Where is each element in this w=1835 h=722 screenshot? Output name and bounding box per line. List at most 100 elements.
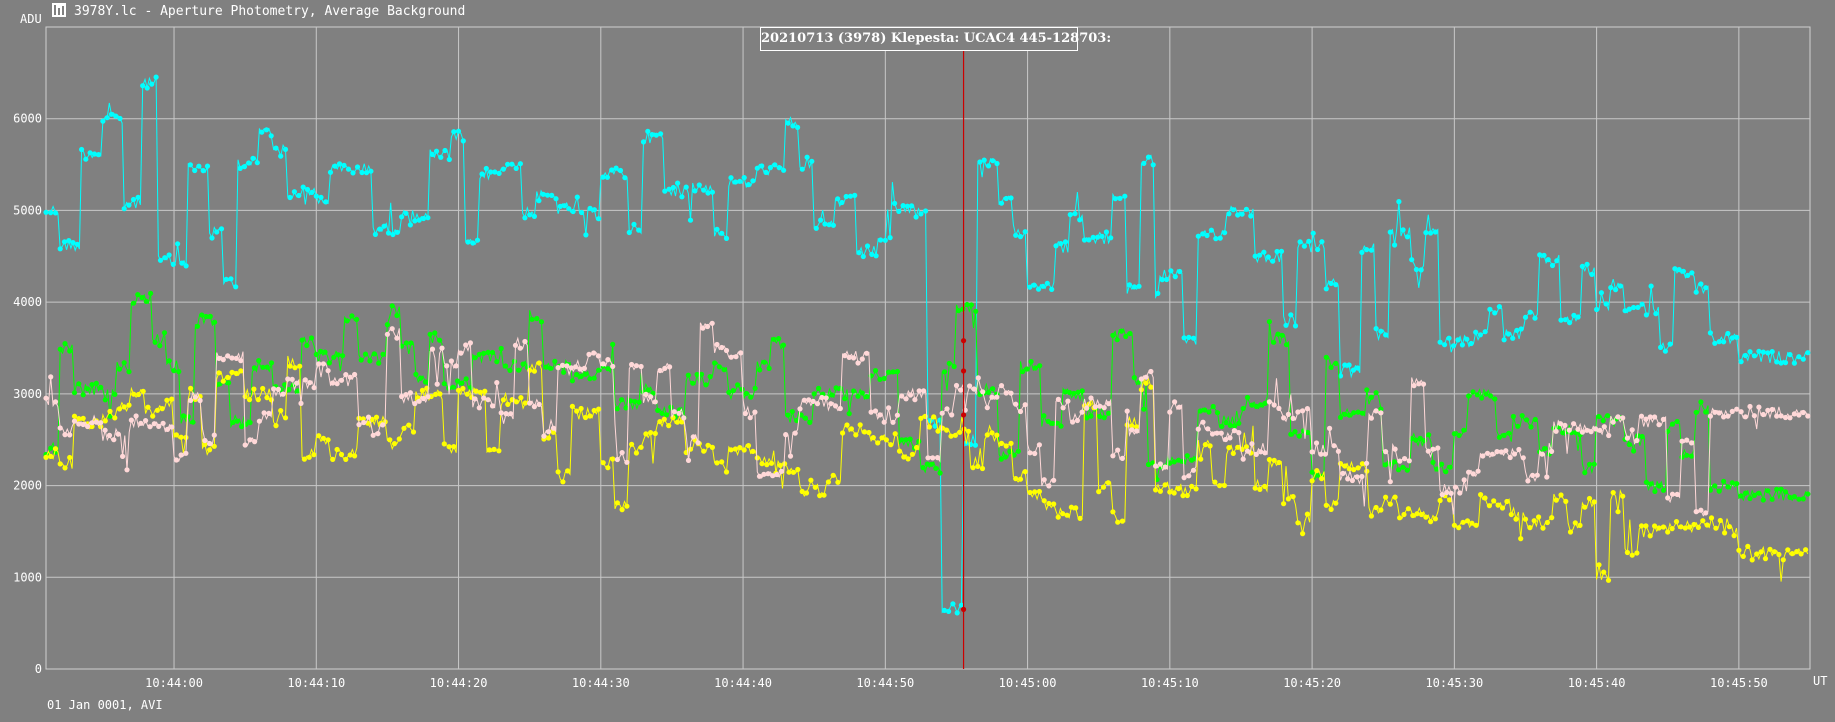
data-point bbox=[781, 167, 787, 173]
data-point bbox=[113, 113, 119, 119]
data-point bbox=[888, 442, 894, 448]
data-point bbox=[550, 429, 557, 435]
data-point bbox=[223, 276, 229, 282]
data-point bbox=[596, 216, 602, 222]
data-point bbox=[1331, 443, 1337, 449]
data-point bbox=[147, 424, 153, 430]
data-point bbox=[848, 426, 855, 432]
data-point bbox=[1027, 284, 1033, 290]
data-point bbox=[1217, 483, 1223, 489]
data-point bbox=[1126, 282, 1133, 288]
data-point bbox=[527, 212, 533, 218]
data-point bbox=[1097, 413, 1103, 420]
data-point bbox=[1541, 252, 1547, 258]
data-point bbox=[967, 383, 973, 389]
data-point bbox=[645, 128, 651, 134]
data-point bbox=[361, 419, 367, 426]
data-point bbox=[517, 161, 524, 167]
data-point bbox=[1108, 235, 1114, 241]
data-point bbox=[1572, 520, 1578, 526]
data-point bbox=[873, 253, 879, 259]
data-point bbox=[1698, 281, 1704, 287]
data-point bbox=[437, 391, 443, 397]
data-point bbox=[653, 132, 659, 138]
data-point bbox=[776, 336, 782, 342]
data-point bbox=[238, 358, 244, 364]
data-point bbox=[881, 419, 887, 425]
x-tick-label: 10:45:50 bbox=[1710, 676, 1768, 690]
data-point bbox=[476, 351, 482, 357]
data-point bbox=[1180, 493, 1186, 499]
data-point bbox=[254, 160, 260, 166]
data-point bbox=[764, 462, 770, 468]
data-point bbox=[396, 436, 402, 442]
data-point bbox=[1665, 495, 1671, 501]
data-point bbox=[1200, 419, 1206, 425]
data-point bbox=[859, 390, 865, 396]
data-point bbox=[496, 170, 502, 176]
data-point bbox=[446, 444, 452, 450]
data-point bbox=[1176, 457, 1182, 463]
data-point bbox=[135, 292, 141, 298]
data-point bbox=[1688, 453, 1695, 459]
data-point bbox=[455, 128, 462, 134]
data-point bbox=[485, 349, 491, 355]
data-point bbox=[719, 230, 725, 236]
data-point bbox=[605, 465, 611, 471]
data-point bbox=[460, 385, 466, 392]
data-point bbox=[1726, 524, 1732, 530]
data-point bbox=[1189, 457, 1195, 463]
data-point bbox=[1738, 409, 1744, 415]
data-point bbox=[391, 441, 398, 447]
data-point bbox=[1785, 547, 1791, 553]
x-tick-labels: 10:44:00 10:44:10 10:44:20 10:44:30 10:44:40… bbox=[145, 676, 1768, 690]
data-point bbox=[728, 175, 734, 181]
data-point bbox=[197, 397, 203, 404]
data-point bbox=[1017, 476, 1024, 482]
data-point bbox=[1648, 283, 1654, 289]
data-point bbox=[1643, 416, 1649, 422]
data-point bbox=[477, 389, 483, 395]
cursor-marker bbox=[960, 606, 967, 612]
data-point bbox=[799, 166, 805, 172]
data-point bbox=[1193, 486, 1199, 492]
data-point bbox=[347, 452, 353, 458]
data-point bbox=[1437, 497, 1443, 504]
data-point bbox=[1197, 408, 1203, 414]
data-point bbox=[1271, 457, 1277, 463]
data-point bbox=[482, 388, 488, 394]
data-point bbox=[384, 322, 390, 328]
data-point bbox=[1751, 353, 1757, 359]
data-point bbox=[1071, 390, 1077, 396]
data-point bbox=[481, 350, 487, 356]
data-point bbox=[1180, 458, 1186, 464]
data-point bbox=[657, 367, 663, 374]
data-point bbox=[952, 432, 959, 438]
x-tick-label: 10:45:20 bbox=[1283, 676, 1341, 690]
data-point bbox=[984, 405, 990, 411]
data-point bbox=[1420, 381, 1427, 387]
data-point bbox=[194, 323, 201, 329]
data-point bbox=[380, 351, 386, 357]
data-point bbox=[582, 371, 589, 377]
data-point bbox=[1364, 460, 1370, 466]
data-point bbox=[121, 360, 127, 366]
data-point bbox=[1620, 415, 1626, 421]
data-point bbox=[1045, 418, 1051, 424]
data-point bbox=[237, 165, 243, 171]
cursor-layer[interactable] bbox=[960, 27, 967, 669]
data-point bbox=[1725, 413, 1731, 419]
data-point bbox=[1778, 486, 1784, 492]
data-point bbox=[1751, 413, 1757, 419]
data-point bbox=[1435, 445, 1441, 451]
data-point bbox=[246, 160, 252, 166]
data-point bbox=[316, 361, 322, 367]
data-point bbox=[1309, 469, 1315, 475]
data-point bbox=[1560, 430, 1566, 436]
data-point bbox=[505, 401, 511, 407]
data-point bbox=[692, 188, 698, 194]
data-point bbox=[1292, 323, 1299, 329]
data-point bbox=[655, 407, 661, 413]
data-point bbox=[1159, 277, 1165, 283]
